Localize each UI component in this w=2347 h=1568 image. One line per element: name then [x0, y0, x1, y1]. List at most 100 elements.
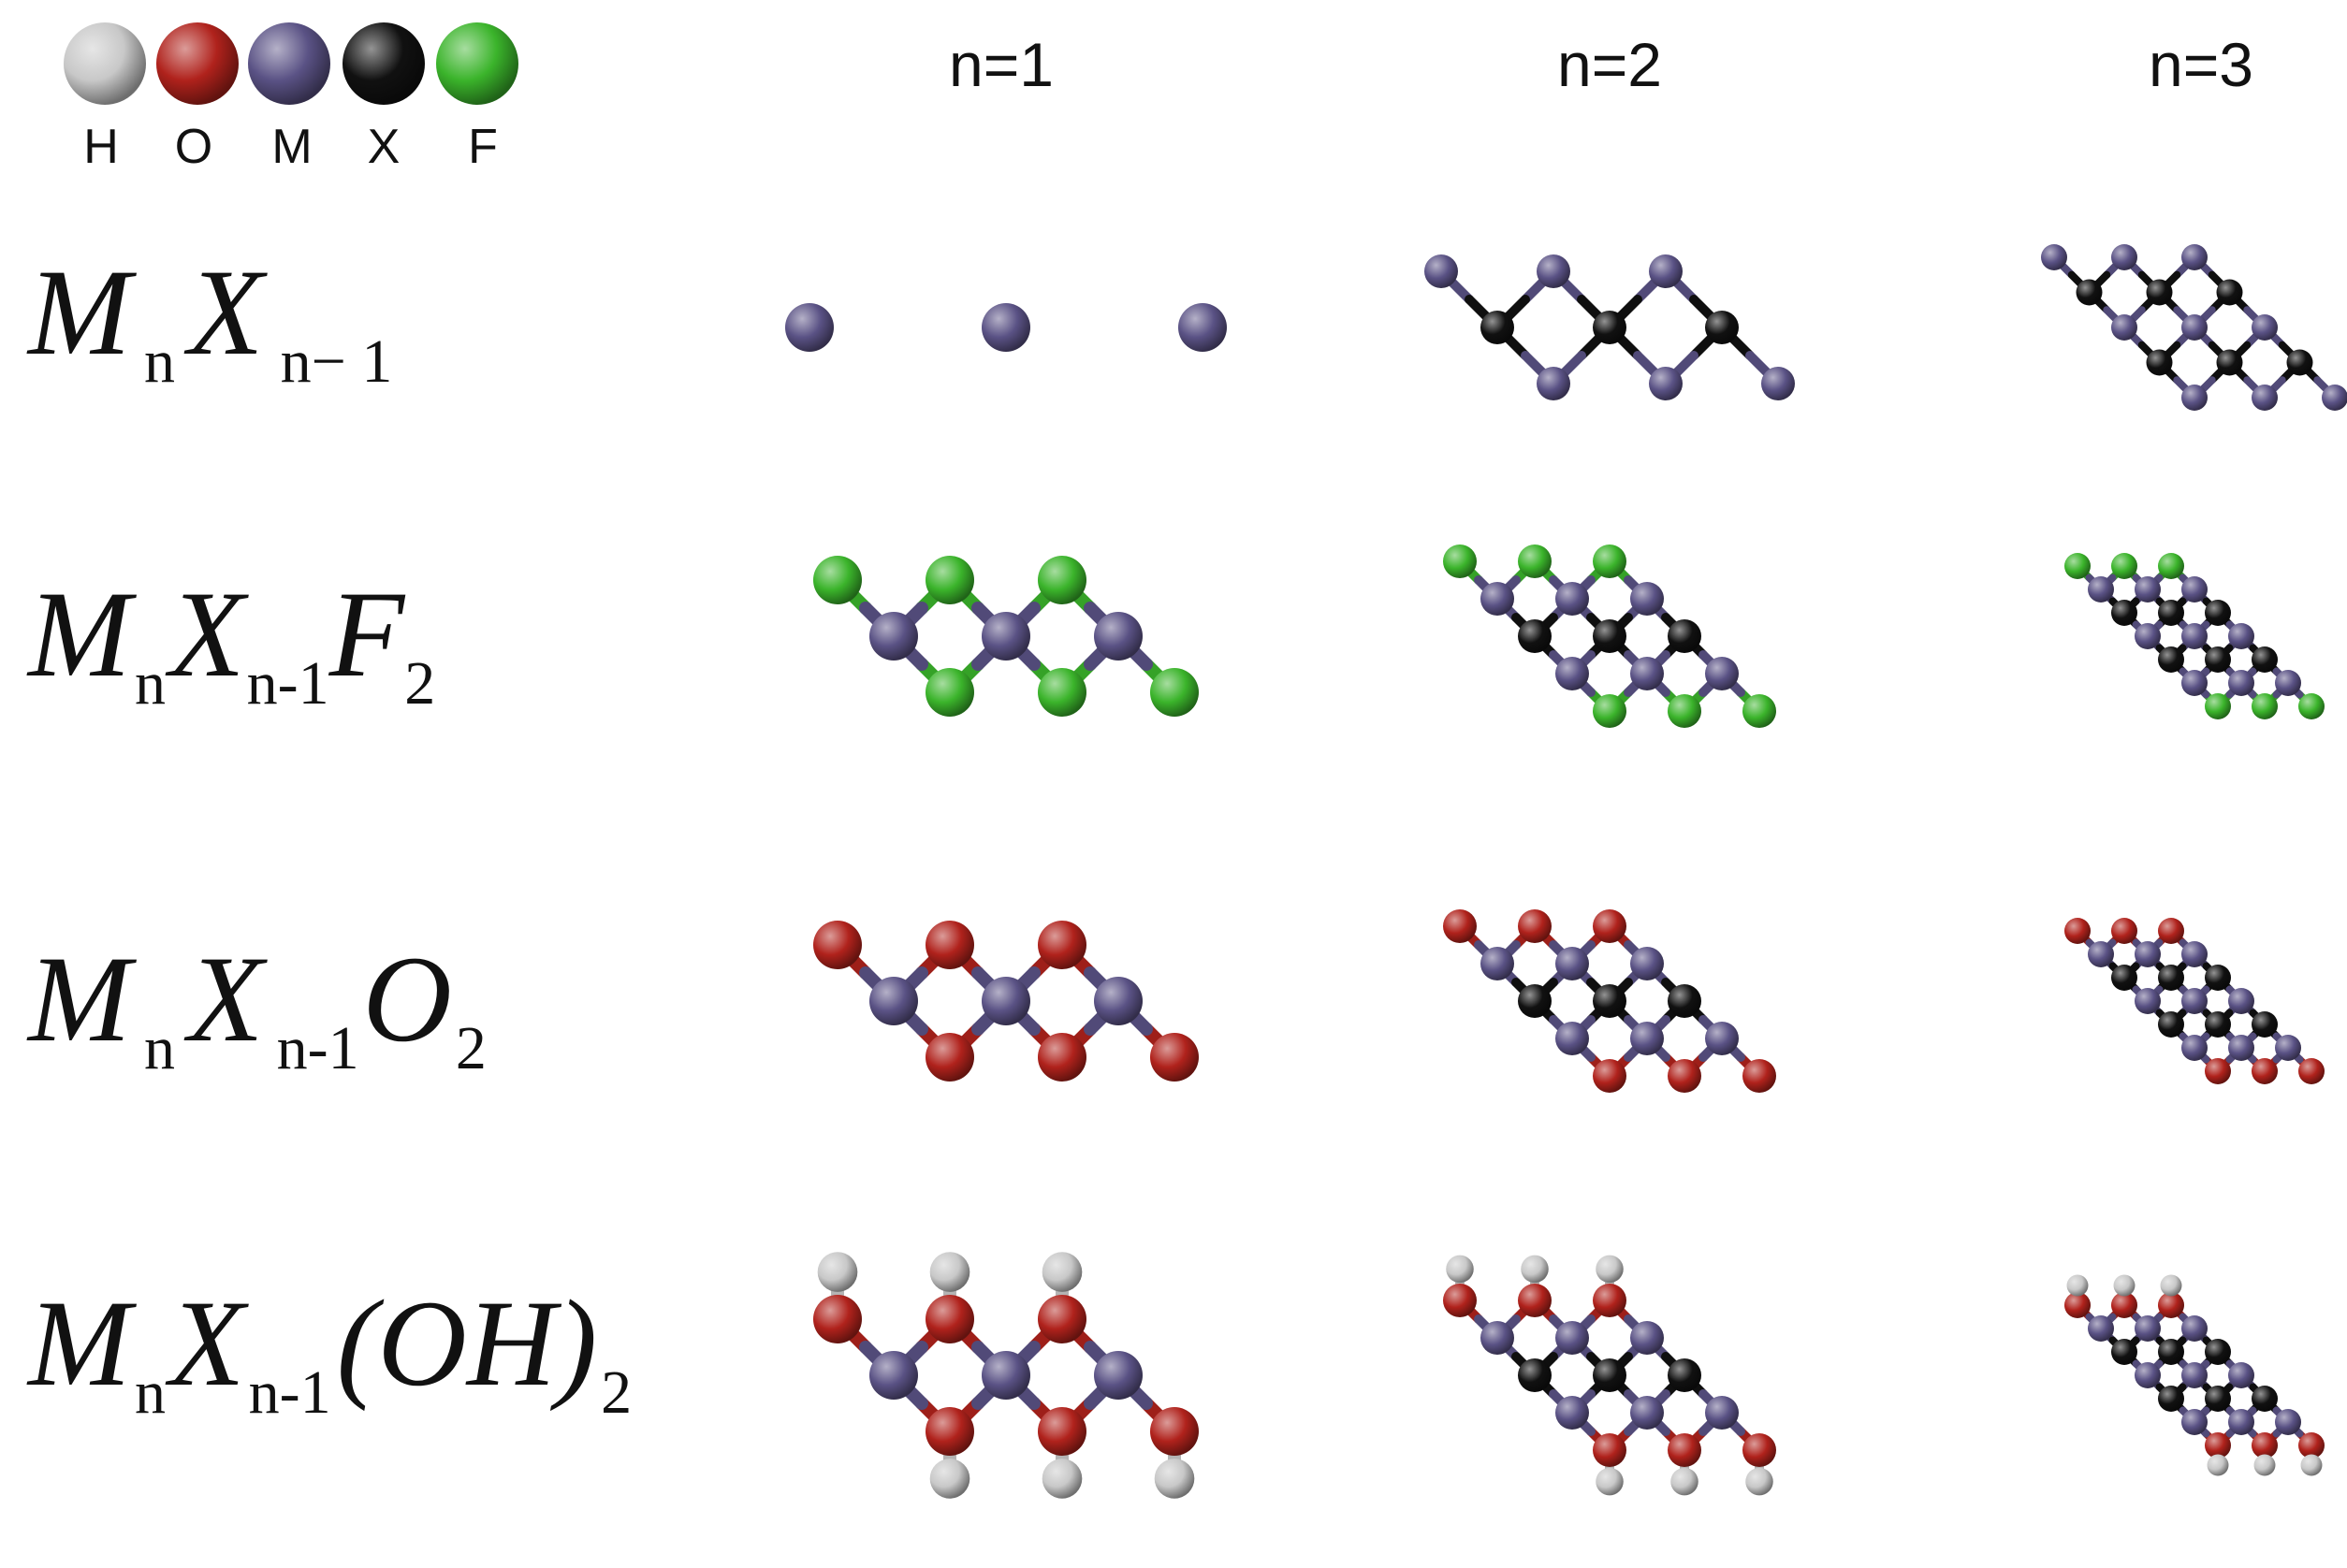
- formula-subscript: n-1: [277, 1014, 359, 1082]
- atom-f: [1742, 694, 1776, 728]
- atom-o: [1518, 909, 1552, 943]
- formula-symbol: (OH): [337, 1274, 598, 1412]
- atom-f: [1443, 544, 1477, 578]
- structure-oxygen-n1: [813, 921, 1199, 1082]
- atom-x: [2205, 965, 2231, 991]
- atom-h: [1596, 1255, 1624, 1284]
- formula-symbol: M: [26, 565, 138, 703]
- atom-m: [2228, 1409, 2254, 1435]
- legend-label-h: H: [83, 120, 119, 174]
- atom-o: [1038, 921, 1086, 969]
- atom-m: [2275, 670, 2301, 696]
- fluorine-atom-icon: [436, 22, 518, 105]
- atom-f: [2205, 693, 2231, 719]
- atom-x: [2158, 600, 2184, 626]
- atom-o: [2252, 1432, 2278, 1459]
- atom-x: [2205, 646, 2231, 673]
- atom-m: [2181, 1035, 2208, 1061]
- structure-fluorine-n3: [2064, 553, 2325, 719]
- atom-m: [2111, 244, 2137, 270]
- legend-label-o: O: [175, 120, 212, 174]
- atom-x: [1593, 984, 1626, 1018]
- atom-x: [1518, 1358, 1552, 1392]
- structures-grid: [785, 244, 2347, 1499]
- atom-x: [1668, 1358, 1701, 1392]
- atom-o: [2064, 918, 2091, 944]
- atom-m: [2181, 988, 2208, 1014]
- atom-h: [2253, 1454, 2276, 1476]
- atom-m: [1555, 947, 1589, 980]
- atom-m: [1555, 1321, 1589, 1355]
- atom-m: [2228, 988, 2254, 1014]
- formula-subscript: n− 1: [281, 327, 393, 396]
- atom-m: [1424, 254, 1458, 288]
- atom-m: [2228, 670, 2254, 696]
- atom-o: [2205, 1058, 2231, 1084]
- atom-m: [1630, 947, 1664, 980]
- atom-m: [2252, 385, 2278, 411]
- atom-m: [2135, 623, 2161, 649]
- atom-m: [1537, 367, 1570, 400]
- formula-subscript: n: [144, 1014, 175, 1082]
- atom-m: [982, 977, 1030, 1025]
- atom-m: [2181, 941, 2208, 967]
- legend-label-x: X: [368, 120, 401, 174]
- atom-f: [926, 556, 974, 604]
- atom-o: [813, 921, 862, 969]
- atom-x: [2076, 279, 2103, 306]
- atom-x: [1480, 311, 1514, 344]
- atom-h: [1446, 1255, 1474, 1284]
- atom-f: [2298, 693, 2325, 719]
- atom-m: [1705, 1022, 1739, 1055]
- atom-m: [2322, 385, 2347, 411]
- atom-m: [2135, 941, 2161, 967]
- atom-f: [1593, 544, 1626, 578]
- atom-o: [2158, 918, 2184, 944]
- atom-x: [2158, 1011, 2184, 1038]
- atom-m: [1630, 1396, 1664, 1430]
- formula-symbol: X: [183, 243, 268, 381]
- atom-o: [1593, 1284, 1626, 1317]
- column-header-n2: n=2: [1557, 30, 1662, 99]
- atom-m: [1649, 367, 1683, 400]
- atom-h: [2160, 1274, 2182, 1297]
- atom-x: [2205, 1339, 2231, 1365]
- structure-bare-n3: [2041, 244, 2347, 411]
- atom-o: [1038, 1407, 1086, 1456]
- atom-f: [2111, 553, 2137, 579]
- legend-label-m: M: [271, 120, 312, 174]
- atom-f: [1593, 694, 1626, 728]
- atom-m: [1094, 612, 1143, 661]
- atom-o: [926, 1033, 974, 1082]
- atom-m: [2181, 670, 2208, 696]
- atom-o: [2158, 1292, 2184, 1318]
- atom-x: [2252, 1386, 2278, 1412]
- atom-m: [1630, 1022, 1664, 1055]
- atom-x: [2146, 349, 2173, 376]
- atom-x: [2205, 1386, 2231, 1412]
- atom-x: [2146, 279, 2173, 306]
- formula-symbol: X: [183, 930, 268, 1067]
- formula-symbol: M: [26, 243, 138, 381]
- structure-fluorine-n2: [1443, 544, 1776, 728]
- atom-m: [2181, 1315, 2208, 1342]
- atom-x: [1593, 619, 1626, 653]
- atom-m: [2111, 314, 2137, 341]
- atom-x: [2111, 965, 2137, 991]
- legend-label-f: F: [468, 120, 498, 174]
- atom-m: [2275, 1409, 2301, 1435]
- atom-x: [1518, 984, 1552, 1018]
- atom-m: [1555, 1022, 1589, 1055]
- atom-h: [2113, 1274, 2136, 1297]
- atom-o: [1443, 909, 1477, 943]
- atom-x: [1593, 311, 1626, 344]
- formula-symbol: M: [26, 930, 138, 1067]
- atom-o: [2205, 1432, 2231, 1459]
- atom-f: [813, 556, 862, 604]
- formula-subscript: n-1: [247, 649, 329, 718]
- atom-h: [1670, 1467, 1698, 1496]
- atom-o: [2111, 918, 2137, 944]
- atom-m: [1649, 254, 1683, 288]
